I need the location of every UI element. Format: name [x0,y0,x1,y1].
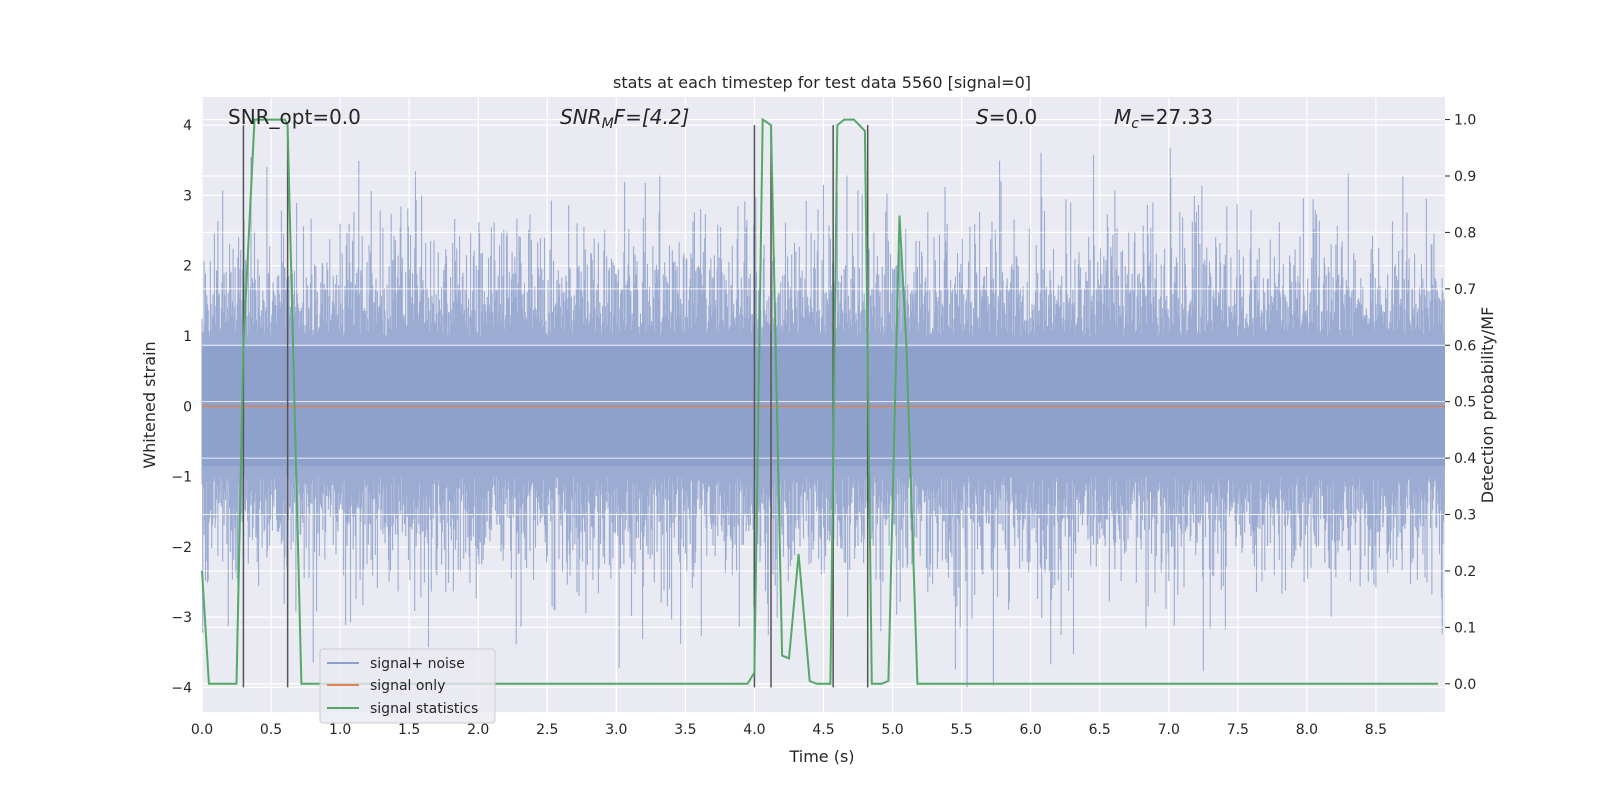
y2-tick-6: 0.4 [1454,451,1476,467]
annotation-mc-sub: c [1131,116,1139,132]
y-tick-1: 3 [183,188,192,204]
legend: signal+ noise signal only signal statist… [319,648,496,724]
series-signal-statistics [201,117,1439,685]
legend-label-signal: signal only [370,678,445,694]
x-tick-5: 2.5 [536,722,558,738]
x-tick-6: 3.0 [605,722,627,738]
x-tick-9: 4.5 [812,722,834,738]
x-tick-16: 8.0 [1296,722,1318,738]
y-tick-5: −1 [171,470,192,486]
y2-axis-ticks: 1.0 0.9 0.8 0.7 0.6 0.5 0.4 0.3 0.2 0.1 0.0 [1445,113,1476,693]
chart-title: stats at each timestep for test data 556… [613,73,1031,92]
x-tick-13: 6.5 [1089,722,1111,738]
y2-tick-9: 0.1 [1454,620,1476,636]
y-tick-7: −3 [171,610,192,626]
annotation-mc-main: M [1114,105,1131,129]
y-tick-8: −4 [171,680,192,696]
y2-tick-10: 0.0 [1454,677,1476,693]
y-axis-label: Whitened strain [140,341,159,468]
annotation-mc-rest: =27.33 [1139,105,1213,129]
y-tick-0: 4 [183,118,192,134]
y2-tick-7: 0.3 [1454,508,1476,524]
annotation-snr-mf-sub: M [602,116,614,132]
vertical-markers [242,125,869,688]
y2-tick-4: 0.6 [1454,338,1476,354]
annotation-mc: Mc=27.33 [1114,105,1213,132]
x-tick-1: 0.5 [260,722,282,738]
legend-box [319,648,496,724]
y-tick-3: 1 [183,329,192,345]
x-tick-4: 2.0 [467,722,489,738]
annotation-snr-mf-main: SNR [560,105,602,129]
x-tick-12: 6.0 [1020,722,1042,738]
x-tick-11: 5.5 [950,722,972,738]
x-axis-label: Time (s) [788,747,854,766]
x-tick-0: 0.0 [191,722,213,738]
y2-tick-0: 1.0 [1454,113,1476,129]
annotation-s: S=0.0 [976,105,1037,129]
y2-tick-8: 0.2 [1454,564,1476,580]
x-tick-15: 7.5 [1227,722,1249,738]
y2-axis-label: Detection probability/MF [1478,307,1497,504]
x-tick-14: 7.0 [1158,722,1180,738]
x-tick-17: 8.5 [1365,722,1387,738]
x-tick-8: 4.0 [743,722,765,738]
x-axis-ticks: 0.0 0.5 1.0 1.5 2.0 2.5 3.0 3.5 4.0 4.5 5.0 5.5 6.0 6… [191,722,1387,738]
annotation-snr-mf-rest: F=[4.2] [614,105,690,129]
legend-label-stats: signal statistics [370,701,478,717]
y-tick-6: −2 [171,540,192,556]
x-tick-2: 1.0 [329,722,351,738]
annotation-s-rest: =0.0 [989,105,1038,129]
x-tick-7: 3.5 [674,722,696,738]
legend-label-noise: signal+ noise [370,656,465,672]
y-tick-2: 2 [183,259,192,275]
y2-tick-1: 0.9 [1454,169,1476,185]
annotation-s-main: S [976,105,989,129]
x-tick-10: 5.0 [881,722,903,738]
x-tick-3: 1.5 [398,722,420,738]
y-axis-ticks: 4 3 2 1 0 −1 −2 −3 −4 [171,118,192,696]
annotation-snr-mf: SNRMF=[4.2] [560,105,689,132]
y2-tick-3: 0.7 [1454,282,1476,298]
y2-tick-5: 0.5 [1454,395,1476,411]
annotation-snr-opt: SNR_opt=0.0 [228,105,361,129]
y2-tick-2: 0.8 [1454,225,1476,241]
y-tick-4: 0 [183,399,192,415]
